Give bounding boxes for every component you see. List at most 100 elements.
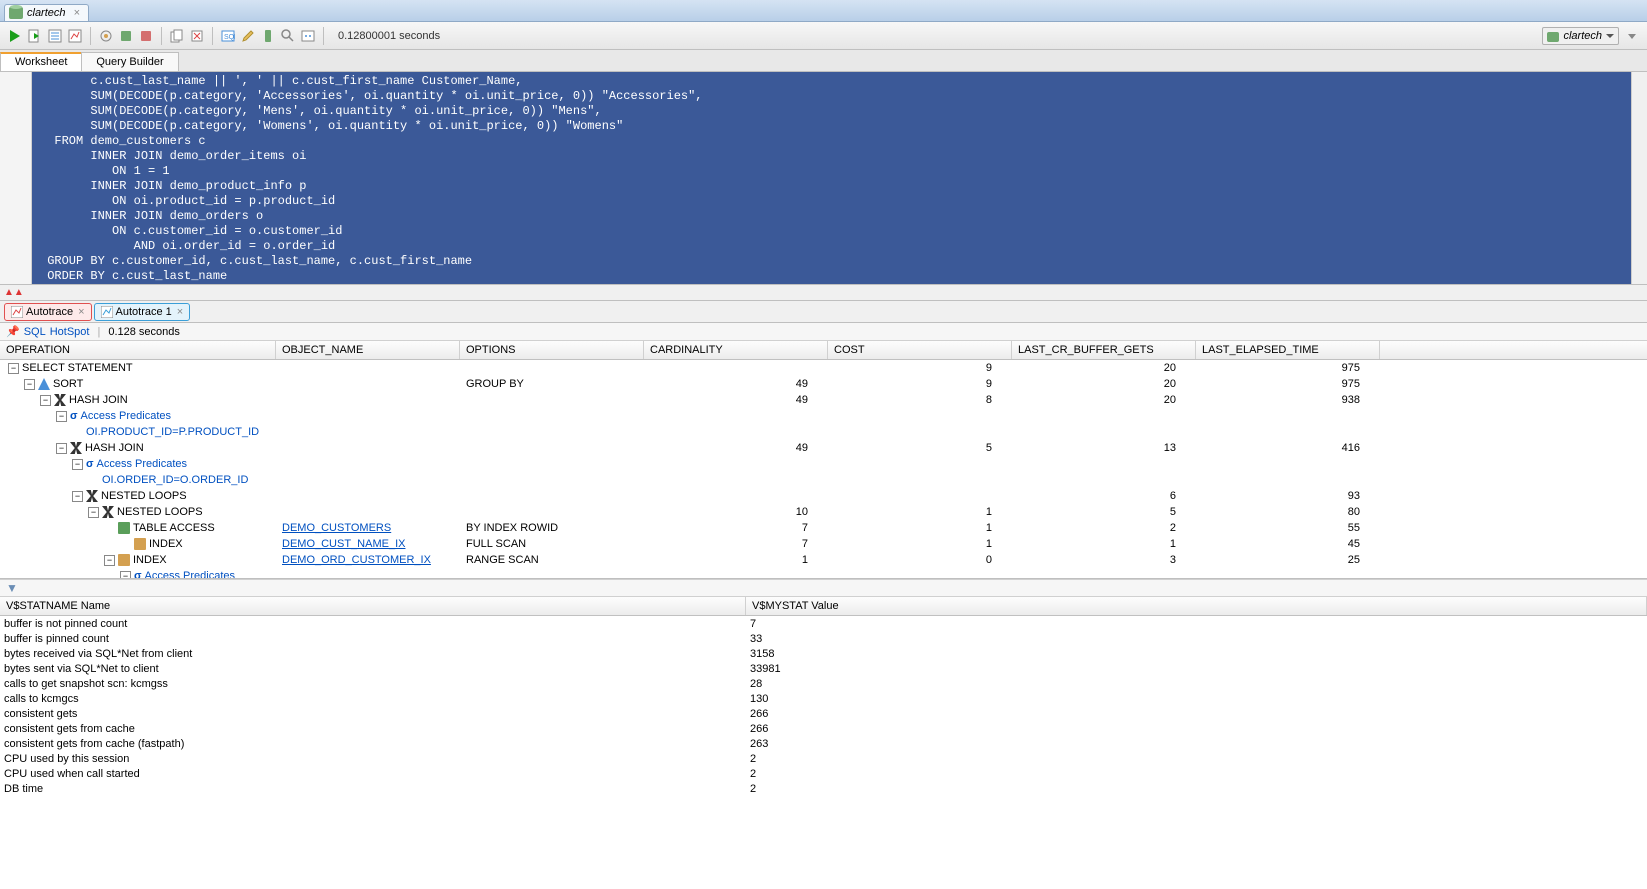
stats-row[interactable]: buffer is pinned count33 [0, 631, 1647, 646]
clear-button[interactable] [188, 27, 206, 45]
stats-row[interactable]: consistent gets from cache266 [0, 721, 1647, 736]
tree-toggle[interactable]: − [88, 507, 99, 518]
close-icon[interactable]: × [177, 306, 183, 318]
sql-gutter [0, 72, 32, 284]
tab-worksheet[interactable]: Worksheet [0, 52, 82, 71]
unshared-button[interactable] [168, 27, 186, 45]
scrollbar[interactable] [1631, 72, 1647, 284]
stat-value: 266 [746, 708, 1647, 720]
tree-toggle[interactable]: − [40, 395, 51, 406]
tree-toggle[interactable]: − [8, 363, 19, 374]
sql-history-button[interactable]: SQL [219, 27, 237, 45]
plan-row[interactable]: −INDEXDEMO_ORD_CUSTOMER_IXRANGE SCAN1032… [0, 552, 1647, 568]
stats-row[interactable]: calls to kcmgcs130 [0, 691, 1647, 706]
tree-toggle[interactable]: − [104, 555, 115, 566]
tab-query-builder[interactable]: Query Builder [81, 52, 178, 71]
plan-row[interactable]: TABLE ACCESSDEMO_CUSTOMERSBY INDEX ROWID… [0, 520, 1647, 536]
plan-row[interactable]: −σAccess Predicates [0, 568, 1647, 579]
autotrace-button[interactable] [66, 27, 84, 45]
tree-toggle[interactable]: − [72, 491, 83, 502]
sql-tuning-button[interactable] [97, 27, 115, 45]
col-cardinality[interactable]: CARDINALITY [644, 341, 828, 359]
col-cost[interactable]: COST [828, 341, 1012, 359]
close-icon[interactable]: × [78, 306, 84, 318]
col-buffer-gets[interactable]: LAST_CR_BUFFER_GETS [1012, 341, 1196, 359]
connection-menu-button[interactable] [1623, 27, 1641, 45]
connection-name: clartech [27, 7, 66, 19]
commit-button[interactable] [117, 27, 135, 45]
tab-autotrace-1[interactable]: Autotrace 1 × [94, 303, 191, 321]
hotspot-link[interactable]: HotSpot [50, 326, 90, 338]
col-statvalue[interactable]: V$MYSTAT Value [746, 597, 1647, 615]
plan-row[interactable]: −σAccess Predicates [0, 408, 1647, 424]
stats-row[interactable]: CPU used when call started2 [0, 766, 1647, 781]
col-object-name[interactable]: OBJECT_NAME [276, 341, 460, 359]
stat-name: buffer is not pinned count [0, 618, 746, 630]
pin-icon[interactable]: 📌 [6, 325, 20, 338]
plan-row[interactable]: −NESTED LOOPS101580 [0, 504, 1647, 520]
plan-row[interactable]: −SORTGROUP BY49920975 [0, 376, 1647, 392]
stats-filter-bar: ▼ [0, 579, 1647, 597]
stats-row[interactable]: consistent gets266 [0, 706, 1647, 721]
plan-row[interactable]: −SELECT STATEMENT920975 [0, 360, 1647, 376]
sql-editor: c.cust_last_name || ', ' || c.cust_first… [0, 72, 1647, 285]
sql-link[interactable]: SQL [24, 326, 46, 338]
stats-table: V$STATNAME Name V$MYSTAT Value buffer is… [0, 597, 1647, 797]
close-icon[interactable]: × [74, 7, 80, 19]
object-link[interactable]: DEMO_CUSTOMERS [282, 522, 391, 534]
plan-operation: Access Predicates [97, 458, 187, 470]
stats-row[interactable]: CPU used by this session2 [0, 751, 1647, 766]
tab-autotrace[interactable]: Autotrace × [4, 303, 92, 321]
connection-tab[interactable]: clartech × [4, 4, 89, 21]
plan-row[interactable]: INDEXDEMO_CUST_NAME_IXFULL SCAN71145 [0, 536, 1647, 552]
stats-row[interactable]: buffer is not pinned count7 [0, 616, 1647, 631]
object-link[interactable]: DEMO_ORD_CUSTOMER_IX [282, 554, 431, 566]
plan-row[interactable]: OI.PRODUCT_ID=P.PRODUCT_ID [0, 424, 1647, 440]
tree-toggle[interactable]: − [56, 443, 67, 454]
toggle-button[interactable] [259, 27, 277, 45]
stat-name: buffer is pinned count [0, 633, 746, 645]
stat-value: 266 [746, 723, 1647, 735]
stat-value: 33981 [746, 663, 1647, 675]
plan-body: −SELECT STATEMENT920975−SORTGROUP BY4992… [0, 360, 1647, 579]
stats-row[interactable]: consistent gets from cache (fastpath)263 [0, 736, 1647, 751]
explain-plan-button[interactable] [46, 27, 64, 45]
col-elapsed-time[interactable]: LAST_ELAPSED_TIME [1196, 341, 1380, 359]
col-options[interactable]: OPTIONS [460, 341, 644, 359]
object-link[interactable]: DEMO_CUST_NAME_IX [282, 538, 405, 550]
stats-row[interactable]: bytes received via SQL*Net from client31… [0, 646, 1647, 661]
stats-row[interactable]: bytes sent via SQL*Net to client33981 [0, 661, 1647, 676]
tree-toggle[interactable]: − [120, 571, 131, 580]
rollback-button[interactable] [137, 27, 155, 45]
plan-row[interactable]: −σAccess Predicates [0, 456, 1647, 472]
find-button[interactable] [279, 27, 297, 45]
tree-toggle[interactable]: − [56, 411, 67, 422]
run-script-button[interactable] [26, 27, 44, 45]
plan-operation: Access Predicates [81, 410, 171, 422]
plan-operation: Access Predicates [145, 570, 235, 579]
svg-text:SQL: SQL [224, 34, 235, 41]
plan-row[interactable]: −NESTED LOOPS693 [0, 488, 1647, 504]
filter-icon[interactable]: ▼ [6, 581, 18, 595]
col-operation[interactable]: OPERATION [0, 341, 276, 359]
plan-row[interactable]: −HASH JOIN49513416 [0, 440, 1647, 456]
tree-toggle[interactable]: − [24, 379, 35, 390]
stats-row[interactable]: calls to get snapshot scn: kcmgss28 [0, 676, 1647, 691]
tree-toggle[interactable]: − [72, 459, 83, 470]
sql-text[interactable]: c.cust_last_name || ', ' || c.cust_first… [32, 72, 1631, 284]
col-statname[interactable]: V$STATNAME Name [0, 597, 746, 615]
run-button[interactable] [6, 27, 24, 45]
sigma-icon: σ [86, 458, 94, 470]
stats-row[interactable]: DB time2 [0, 781, 1647, 796]
stat-name: calls to get snapshot scn: kcmgss [0, 678, 746, 690]
join-icon [54, 394, 66, 406]
edit-button[interactable] [239, 27, 257, 45]
plan-row[interactable]: −HASH JOIN49820938 [0, 392, 1647, 408]
plan-row[interactable]: OI.ORDER_ID=O.ORDER_ID [0, 472, 1647, 488]
pin-icon[interactable]: ▲▲ [4, 287, 24, 298]
hotspot-bar: 📌 SQL HotSpot | 0.128 seconds [0, 323, 1647, 341]
dbms-output-button[interactable] [299, 27, 317, 45]
plan-operation: OI.ORDER_ID=O.ORDER_ID [102, 474, 248, 486]
join-icon [86, 490, 98, 502]
connection-selector[interactable]: clartech [1542, 27, 1619, 45]
